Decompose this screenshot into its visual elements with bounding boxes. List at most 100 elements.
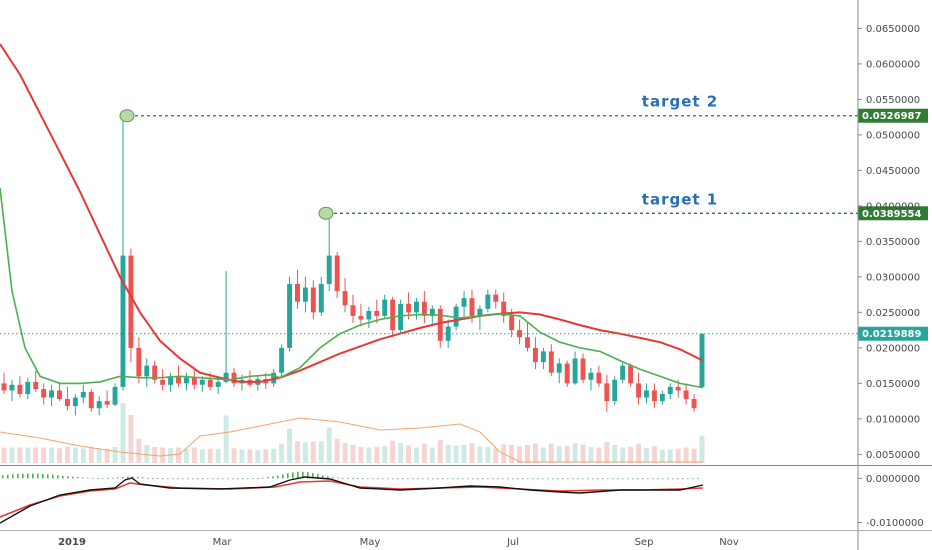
candle-body[interactable] xyxy=(564,363,570,384)
candle-body[interactable] xyxy=(295,283,300,302)
candle-body[interactable] xyxy=(168,376,174,385)
volume-bar xyxy=(445,445,451,463)
candle-body[interactable] xyxy=(41,389,47,398)
candle-body[interactable] xyxy=(25,381,31,395)
candle-body[interactable] xyxy=(1,383,7,391)
candle-body[interactable] xyxy=(675,386,681,391)
candle-body[interactable] xyxy=(112,386,118,405)
volume-bar xyxy=(667,449,673,463)
candle-body[interactable] xyxy=(80,391,86,398)
candle-body[interactable] xyxy=(176,376,181,384)
candle-body[interactable] xyxy=(413,301,419,313)
candle-body[interactable] xyxy=(9,384,15,391)
candle-body[interactable] xyxy=(636,383,642,398)
candle-body[interactable] xyxy=(358,315,364,320)
candle-body[interactable] xyxy=(120,255,126,387)
candle-body[interactable] xyxy=(429,308,435,316)
candle-body[interactable] xyxy=(128,255,134,348)
candle-body[interactable] xyxy=(596,372,602,384)
candle-body[interactable] xyxy=(588,372,594,380)
candle-body[interactable] xyxy=(57,390,62,399)
candle-body[interactable] xyxy=(548,351,554,373)
candle-body[interactable] xyxy=(540,351,546,363)
candle-body[interactable] xyxy=(374,310,380,316)
candle-body[interactable] xyxy=(318,283,324,313)
candle-body[interactable] xyxy=(532,347,538,363)
candle-body[interactable] xyxy=(49,390,55,398)
candle-body[interactable] xyxy=(398,303,404,331)
candle-body[interactable] xyxy=(691,398,697,409)
candle-body[interactable] xyxy=(64,398,70,407)
candle-body[interactable] xyxy=(493,294,499,302)
candle-body[interactable] xyxy=(326,255,332,284)
macd-histogram-bar xyxy=(637,478,639,480)
candle-body[interactable] xyxy=(620,365,626,380)
candle-body[interactable] xyxy=(96,401,102,409)
candle-body[interactable] xyxy=(437,308,443,341)
candle-body[interactable] xyxy=(17,384,23,395)
macd-histogram-bar xyxy=(427,478,429,480)
candle-body[interactable] xyxy=(667,386,673,395)
candle-body[interactable] xyxy=(279,347,285,373)
candle-body[interactable] xyxy=(191,377,197,385)
candle-body[interactable] xyxy=(651,390,657,402)
candle-body[interactable] xyxy=(461,298,467,307)
candle-body[interactable] xyxy=(485,294,491,309)
volume-bar xyxy=(644,448,649,463)
macd-histogram-bar xyxy=(252,478,254,479)
candle-body[interactable] xyxy=(556,363,562,373)
macd-histogram-bar xyxy=(682,478,684,480)
candle-body[interactable] xyxy=(382,299,388,316)
candle-body[interactable] xyxy=(199,379,205,385)
candle-body[interactable] xyxy=(152,365,158,380)
candle-body[interactable] xyxy=(160,379,166,385)
candle-body[interactable] xyxy=(334,255,340,292)
candle-body[interactable] xyxy=(33,381,39,390)
candle-body[interactable] xyxy=(231,372,237,384)
candle-body[interactable] xyxy=(366,310,372,320)
candle-body[interactable] xyxy=(88,391,94,409)
macd-histogram-bar xyxy=(22,473,24,479)
target-marker[interactable] xyxy=(119,109,135,123)
candle-body[interactable] xyxy=(302,287,308,302)
candle-body[interactable] xyxy=(628,365,634,384)
candle-body[interactable] xyxy=(421,301,427,316)
candle-body[interactable] xyxy=(644,390,649,398)
candle-body[interactable] xyxy=(72,397,78,407)
candle-body[interactable] xyxy=(612,379,618,402)
volume-bar xyxy=(421,443,427,463)
candle-body[interactable] xyxy=(683,390,689,399)
candle-body[interactable] xyxy=(477,308,483,316)
candle-body[interactable] xyxy=(342,291,348,306)
candle-body[interactable] xyxy=(104,401,110,405)
candle-body[interactable] xyxy=(659,394,665,402)
candle-body[interactable] xyxy=(310,287,316,313)
candle-body[interactable] xyxy=(406,303,411,313)
candle-body[interactable] xyxy=(517,330,523,338)
target-marker[interactable] xyxy=(318,206,334,220)
volume-bar xyxy=(413,447,419,463)
candle-body[interactable] xyxy=(215,381,221,387)
candle-body[interactable] xyxy=(136,347,142,377)
candle-body[interactable] xyxy=(144,365,150,377)
candle-body[interactable] xyxy=(604,383,610,402)
macd-histogram-bar xyxy=(227,478,229,480)
candle-body[interactable] xyxy=(183,377,189,384)
volume-bar xyxy=(588,447,594,463)
candle-body[interactable] xyxy=(287,283,293,348)
candle-body[interactable] xyxy=(453,306,459,327)
candle-body[interactable] xyxy=(350,305,356,316)
candle-body[interactable] xyxy=(580,358,586,380)
candle-body[interactable] xyxy=(207,379,213,387)
macd-histogram-bar xyxy=(2,475,4,479)
candle-body[interactable] xyxy=(572,358,578,384)
candle-body[interactable] xyxy=(223,372,229,382)
candle-body[interactable] xyxy=(469,298,475,316)
candle-body[interactable] xyxy=(501,301,507,316)
candle-body[interactable] xyxy=(509,315,515,331)
candle-body[interactable] xyxy=(525,337,530,348)
candle-body[interactable] xyxy=(390,299,396,331)
macd-histogram-bar xyxy=(492,478,494,480)
